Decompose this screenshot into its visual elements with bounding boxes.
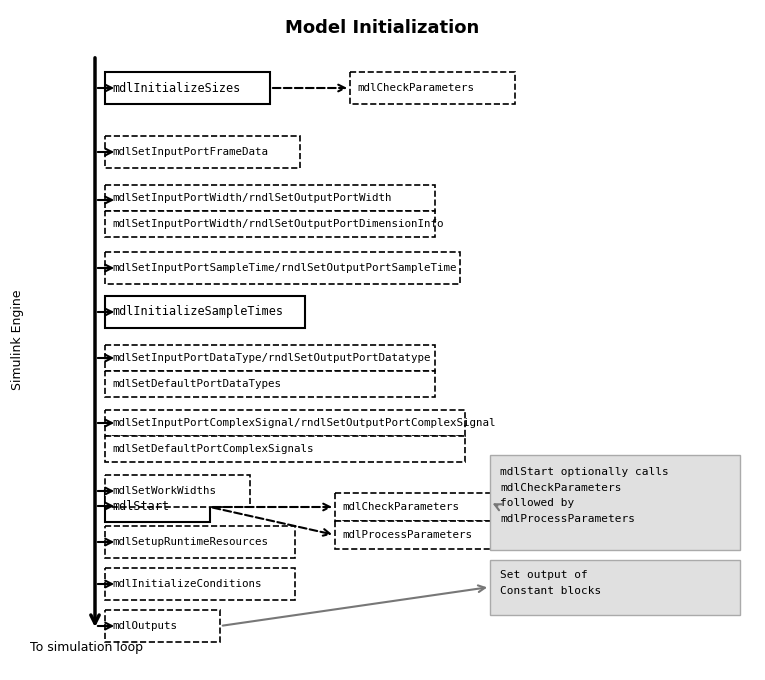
Text: To simulation loop: To simulation loop [30, 641, 143, 654]
Bar [350, 72, 515, 104]
Bar [105, 371, 435, 397]
Text: mdlStart optionally calls
mdlCheckParameters
followed by
mdlProcessParameters: mdlStart optionally calls mdlCheckParame… [500, 467, 669, 524]
Text: mdlSetInputPortFrameData: mdlSetInputPortFrameData [112, 147, 268, 157]
Text: mdlSetInputPortWidth/rndlSetOutputPortWidth: mdlSetInputPortWidth/rndlSetOutputPortWi… [112, 193, 392, 203]
Bar [105, 136, 300, 168]
Text: mdlSetInputPortDataType/rndlSetOutputPortDatatype: mdlSetInputPortDataType/rndlSetOutputPor… [112, 353, 431, 363]
Text: Model Initialization: Model Initialization [285, 19, 480, 37]
Text: mdlInitializeSampleTimes: mdlInitializeSampleTimes [112, 305, 283, 318]
Text: mdlSetInputPortSampleTime/rndlSetOutputPortSampleTime: mdlSetInputPortSampleTime/rndlSetOutputP… [112, 263, 457, 273]
Text: mdlStart: mdlStart [112, 500, 169, 513]
Text: mdlCheckParameters: mdlCheckParameters [357, 83, 474, 93]
Bar [105, 252, 460, 284]
Text: mdlInitializeConditions: mdlInitializeConditions [112, 579, 262, 589]
Bar [105, 72, 270, 104]
Bar [105, 475, 250, 507]
Text: mdlSetDefaultPortDataTypes: mdlSetDefaultPortDataTypes [112, 379, 281, 389]
Text: Simulink Engine: Simulink Engine [11, 290, 24, 390]
Text: mdlSetWorkWidths: mdlSetWorkWidths [112, 486, 216, 496]
Bar [105, 526, 295, 558]
Bar [490, 560, 740, 615]
Bar [335, 521, 500, 549]
Text: mdlSetupRuntimeResources: mdlSetupRuntimeResources [112, 537, 268, 547]
Bar [105, 490, 210, 522]
Bar [105, 610, 220, 642]
Text: mdlProcessParameters: mdlProcessParameters [342, 530, 472, 540]
Text: mdlCheckParameters: mdlCheckParameters [342, 502, 459, 512]
Text: mdlSetDefaultPortComplexSignals: mdlSetDefaultPortComplexSignals [112, 444, 314, 454]
Text: mdlInitializeSizes: mdlInitializeSizes [112, 82, 240, 95]
Text: Set output of
Constant blocks: Set output of Constant blocks [500, 570, 601, 596]
Bar [105, 345, 435, 371]
Text: mdlOutputs: mdlOutputs [112, 621, 177, 631]
Bar [105, 296, 305, 328]
Text: mdlSetInputPortWidth/rndlSetOutputPortDimensionInfo: mdlSetInputPortWidth/rndlSetOutputPortDi… [112, 219, 444, 229]
Text: mdlSetInputPortComplexSignal/rndlSetOutputPortComplexSignal: mdlSetInputPortComplexSignal/rndlSetOutp… [112, 418, 496, 428]
Bar [105, 436, 465, 462]
Bar [335, 493, 500, 521]
Bar [490, 455, 740, 550]
Bar [105, 185, 435, 211]
Bar [105, 211, 435, 237]
Bar [105, 568, 295, 600]
Bar [105, 410, 465, 436]
